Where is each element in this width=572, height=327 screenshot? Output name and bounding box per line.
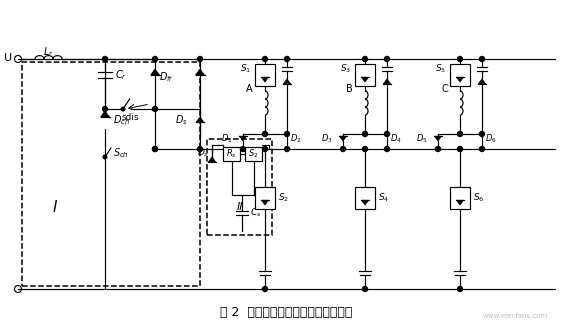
Polygon shape (283, 79, 291, 84)
Circle shape (284, 146, 289, 151)
Text: C: C (441, 84, 448, 94)
Circle shape (363, 57, 367, 61)
Text: $S_1$: $S_1$ (240, 63, 251, 75)
Polygon shape (456, 200, 463, 205)
Bar (207, 139, 272, 235)
Polygon shape (196, 117, 204, 122)
Polygon shape (101, 111, 109, 117)
Text: $S_2$: $S_2$ (248, 148, 259, 160)
Bar (255, 64, 275, 86)
Polygon shape (434, 136, 442, 141)
Circle shape (435, 146, 440, 151)
Circle shape (340, 146, 345, 151)
Circle shape (263, 57, 268, 61)
Text: $D_2$: $D_2$ (290, 133, 301, 145)
Text: $C_s$: $C_s$ (250, 207, 261, 219)
Polygon shape (150, 69, 160, 75)
Polygon shape (383, 79, 391, 84)
Bar (245, 147, 262, 161)
Polygon shape (240, 136, 247, 141)
Bar (355, 187, 375, 209)
Text: 图 2  新型功率变换器主电路拓扑结构: 图 2 新型功率变换器主电路拓扑结构 (220, 306, 352, 319)
Circle shape (284, 131, 289, 136)
Text: B: B (346, 84, 353, 94)
Circle shape (263, 131, 268, 136)
Circle shape (102, 57, 108, 61)
Circle shape (479, 57, 484, 61)
Circle shape (263, 146, 268, 151)
Polygon shape (261, 77, 269, 82)
Circle shape (363, 286, 367, 291)
Circle shape (197, 146, 202, 151)
Circle shape (458, 57, 463, 61)
Text: $S_{ch}$: $S_{ch}$ (113, 146, 129, 160)
Text: $S_4$: $S_4$ (378, 192, 390, 204)
Text: $C_r$: $C_r$ (115, 68, 127, 82)
Text: II: II (236, 202, 243, 212)
Circle shape (263, 286, 268, 291)
Circle shape (479, 146, 484, 151)
Polygon shape (261, 200, 269, 205)
Circle shape (197, 57, 202, 61)
Circle shape (384, 57, 390, 61)
Text: sdis: sdis (121, 113, 139, 123)
Circle shape (384, 146, 390, 151)
Bar (450, 64, 470, 86)
Polygon shape (208, 157, 216, 162)
Polygon shape (456, 77, 463, 82)
Polygon shape (362, 200, 368, 205)
Bar (355, 64, 375, 86)
Circle shape (121, 107, 125, 111)
Text: www.elecfans.com: www.elecfans.com (483, 313, 548, 319)
Text: $D_1$: $D_1$ (221, 133, 233, 145)
Circle shape (458, 146, 463, 151)
Text: $D_{fr}$: $D_{fr}$ (159, 70, 174, 84)
Text: $S_2$: $S_2$ (278, 192, 289, 204)
Text: $R_s$: $R_s$ (226, 148, 237, 160)
Bar (255, 187, 275, 209)
Circle shape (479, 131, 484, 136)
Text: $D_6$: $D_6$ (485, 133, 496, 145)
Circle shape (363, 146, 367, 151)
Circle shape (153, 146, 157, 151)
Circle shape (153, 57, 157, 61)
Bar (223, 147, 240, 161)
Circle shape (153, 107, 157, 112)
Text: I: I (53, 199, 57, 215)
Text: $D_4$: $D_4$ (390, 133, 402, 145)
Polygon shape (339, 136, 347, 141)
Polygon shape (478, 79, 486, 84)
Text: A: A (247, 84, 253, 94)
Text: $L_r$: $L_r$ (43, 45, 53, 59)
Circle shape (284, 57, 289, 61)
Circle shape (240, 146, 245, 151)
Circle shape (153, 146, 157, 151)
Text: $D_s$: $D_s$ (197, 147, 209, 159)
Text: $D_{ch}$: $D_{ch}$ (113, 113, 130, 127)
Text: $D_s$: $D_s$ (175, 113, 188, 127)
Bar (22, 62, 200, 286)
Polygon shape (362, 77, 368, 82)
Text: $S_3$: $S_3$ (340, 63, 351, 75)
Circle shape (363, 131, 367, 136)
Circle shape (384, 131, 390, 136)
Bar (450, 187, 470, 209)
Text: $S_6$: $S_6$ (473, 192, 484, 204)
Text: U: U (4, 53, 12, 63)
Circle shape (458, 286, 463, 291)
Text: $D_3$: $D_3$ (321, 133, 333, 145)
Circle shape (458, 131, 463, 136)
Polygon shape (196, 69, 205, 75)
Circle shape (102, 107, 108, 112)
Text: $S_5$: $S_5$ (435, 63, 446, 75)
Text: $D_5$: $D_5$ (416, 133, 428, 145)
Circle shape (103, 155, 107, 159)
